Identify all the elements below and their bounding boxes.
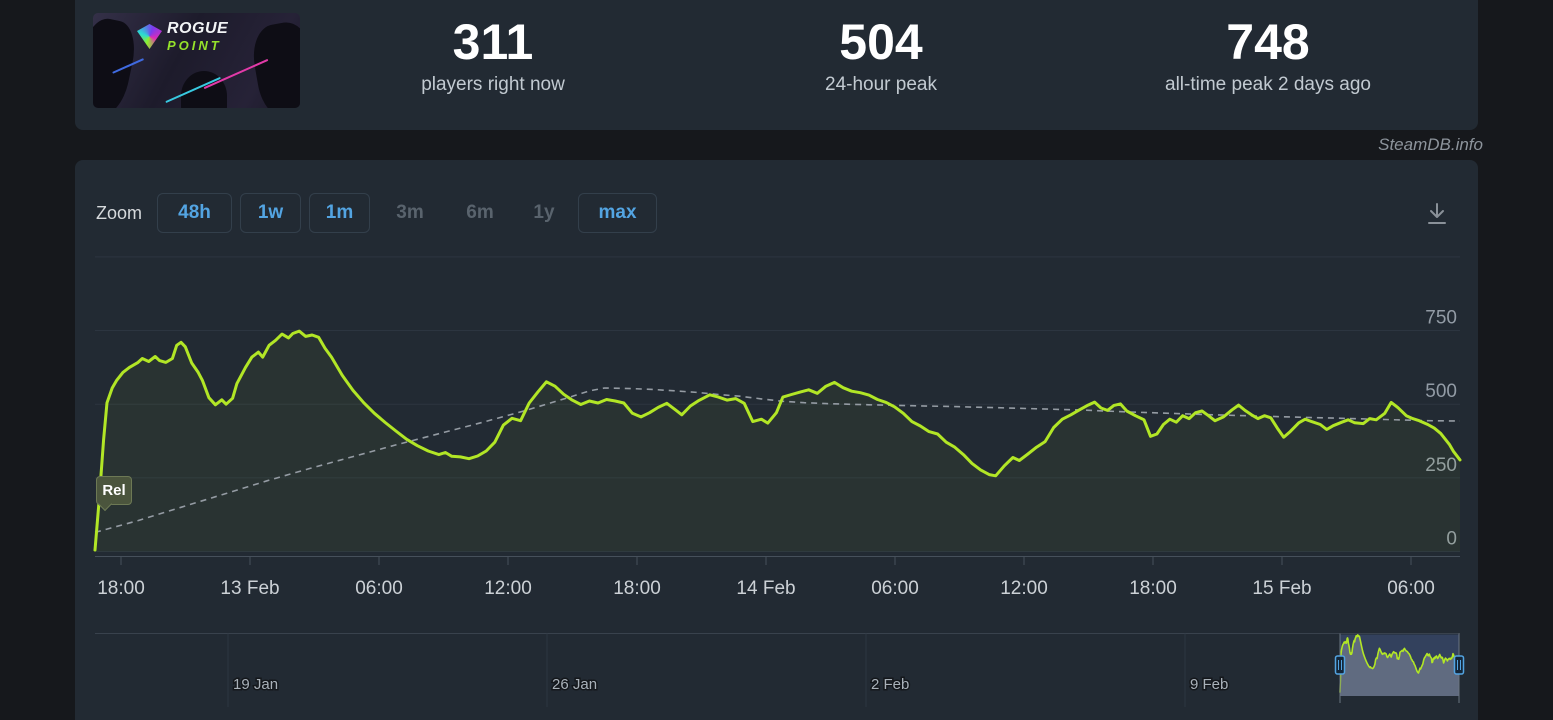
stats-header-panel: ROGUE POINT 311 players right now 504 24…: [75, 0, 1478, 130]
logo-text-rogue: ROGUE: [167, 20, 229, 37]
game-banner-image[interactable]: ROGUE POINT: [93, 13, 300, 108]
stat-24h-peak: 504 24-hour peak: [825, 16, 937, 96]
download-chart-button[interactable]: [1422, 200, 1452, 230]
alltime-peak-value: 748: [1226, 14, 1310, 70]
steamdb-watermark: SteamDB.info: [1378, 135, 1483, 154]
logo-text-point: POINT: [167, 38, 222, 53]
range-button-48h[interactable]: 48h: [157, 193, 232, 233]
current-players-value: 311: [452, 14, 534, 70]
alltime-peak-label: all-time peak 2 days ago: [1165, 74, 1371, 95]
range-button-1w[interactable]: 1w: [240, 193, 301, 233]
stat-alltime-peak: 748 all-time peak 2 days ago: [1165, 16, 1371, 96]
rogue-point-gem-icon: [137, 24, 162, 49]
stat-current-players: 311 players right now: [421, 16, 565, 96]
zoom-toolbar: Zoom 48h 1w 1m 3m 6m 1y max: [96, 193, 665, 233]
range-buttons: 48h 1w 1m 3m 6m 1y max: [157, 193, 665, 233]
24h-peak-label: 24-hour peak: [825, 74, 937, 95]
download-icon: [1428, 202, 1446, 224]
release-flag[interactable]: Rel: [96, 476, 132, 512]
range-button-1y: 1y: [533, 202, 555, 223]
current-players-label: players right now: [421, 74, 565, 95]
chart-panel: Zoom 48h 1w 1m 3m 6m 1y max: [75, 160, 1478, 720]
zoom-toolbar-label: Zoom: [96, 202, 143, 223]
range-button-3m: 3m: [396, 202, 424, 223]
range-button-6m: 6m: [466, 202, 494, 223]
release-flag-label: Rel: [102, 482, 126, 499]
game-logo: ROGUE POINT: [137, 21, 228, 52]
range-button-1m[interactable]: 1m: [309, 193, 370, 233]
range-button-max[interactable]: max: [578, 193, 657, 233]
24h-peak-value: 504: [839, 14, 923, 70]
